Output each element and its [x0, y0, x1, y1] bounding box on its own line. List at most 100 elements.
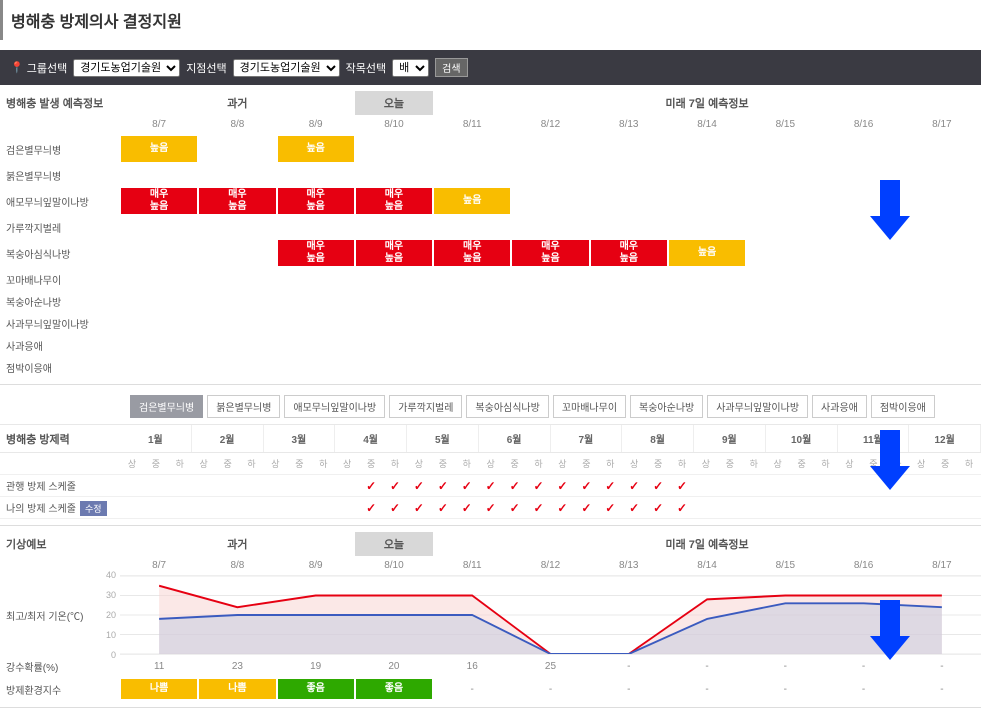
sub-period-cell: 하	[598, 457, 622, 470]
sub-period-cell: 하	[455, 457, 479, 470]
date-cell: 8/10	[355, 115, 433, 134]
crop-select[interactable]: 배	[392, 59, 429, 77]
forecast-cell: 높음	[121, 136, 197, 162]
w-date-cell: 8/8	[198, 556, 276, 575]
w-future-header: 미래 7일 예측정보	[433, 532, 981, 556]
sub-period-cell: 중	[144, 457, 168, 470]
date-cell: 8/17	[903, 115, 981, 134]
temperature-chart	[120, 575, 981, 655]
schedule-cell: ✓	[598, 479, 622, 493]
month-header: 병해충 방제력 1월2월3월4월5월6월7월8월9월10월11월12월	[0, 424, 981, 453]
branch-select[interactable]: 경기도농업기술원	[233, 59, 340, 77]
pest-filter-chip[interactable]: 점박이응애	[871, 395, 935, 418]
month-cell: 2월	[192, 425, 264, 452]
pest-label: 붉은별무늬병	[0, 168, 120, 183]
calendar-section: 검은별무늬병붉은별무늬병애모무늬잎말이나방가루깍지벌레복숭아심식나방꼬마배나무이…	[0, 385, 981, 526]
calendar-title: 병해충 방제력	[0, 431, 120, 447]
month-cell: 1월	[120, 425, 192, 452]
w-past-header: 과거	[120, 532, 355, 556]
schedule-cell: ✓	[407, 479, 431, 493]
schedule-row: 나의 방제 스케줄수정✓✓✓✓✓✓✓✓✓✓✓✓✓✓	[0, 497, 981, 519]
date-cell: 8/12	[511, 115, 589, 134]
env-label: 방제환경지수	[0, 682, 120, 697]
weather-title: 기상예보	[0, 536, 120, 552]
y-tick-label: 40	[92, 570, 116, 580]
sub-period-cell: 상	[120, 457, 144, 470]
schedule-cell: ✓	[383, 501, 407, 515]
schedule-cell: ✓	[455, 479, 479, 493]
precip-cell: 11	[120, 658, 198, 675]
forecast-cell: 높음	[669, 240, 745, 266]
schedule-cell: ✓	[431, 479, 455, 493]
date-cell: 8/15	[746, 115, 824, 134]
env-row: 방제환경지수 나쁨나쁨좋음좋음-------	[0, 677, 981, 701]
sub-period-cell: 상	[766, 457, 790, 470]
date-cell: 8/16	[824, 115, 902, 134]
env-cell: 나쁨	[199, 679, 275, 699]
schedule-cell: ✓	[598, 501, 622, 515]
forecast-cell: 높음	[278, 136, 354, 162]
edit-schedule-button[interactable]: 수정	[80, 501, 107, 516]
precip-cell: 16	[433, 658, 511, 675]
precip-cell: -	[903, 658, 981, 675]
w-date-cell: 8/7	[120, 556, 198, 575]
precip-cell: 20	[355, 658, 433, 675]
schedule-label: 나의 방제 스케줄수정	[0, 500, 120, 516]
precip-cell: 25	[511, 658, 589, 675]
sub-period-cell: 중	[718, 457, 742, 470]
forecast-title: 병해충 발생 예측정보	[0, 95, 120, 111]
pest-filter-chip[interactable]: 검은별무늬병	[130, 395, 203, 418]
forecast-cell: 매우 높음	[591, 240, 667, 266]
env-cell: -	[903, 681, 981, 698]
down-arrow-icon	[870, 600, 910, 660]
pest-label: 애모무늬잎말이나방	[0, 194, 120, 209]
precip-label: 강수확률(%)	[0, 659, 120, 674]
schedule-cell: ✓	[574, 501, 598, 515]
env-cell: -	[668, 681, 746, 698]
pest-filter-chip[interactable]: 붉은별무늬병	[207, 395, 280, 418]
future-header: 미래 7일 예측정보	[433, 91, 981, 115]
sub-period-cell: 상	[909, 457, 933, 470]
schedule-cell: ✓	[383, 479, 407, 493]
sub-period-cell: 하	[527, 457, 551, 470]
month-cell: 12월	[909, 425, 981, 452]
pest-label: 점박이응애	[0, 360, 120, 375]
w-date-cell: 8/17	[903, 556, 981, 575]
date-cell: 8/14	[668, 115, 746, 134]
page-title: 병해충 방제의사 결정지원	[0, 0, 981, 40]
schedule-cell: ✓	[407, 501, 431, 515]
pest-label: 복숭아순나방	[0, 294, 120, 309]
env-cell: 나쁨	[121, 679, 197, 699]
pest-filter-chip[interactable]: 복숭아순나방	[630, 395, 703, 418]
w-date-cell: 8/11	[433, 556, 511, 575]
date-cell: 8/7	[120, 115, 198, 134]
pest-filter-chip[interactable]: 사과무늬잎말이나방	[707, 395, 808, 418]
forecast-cell: 매우 높음	[512, 240, 588, 266]
schedule-cell: ✓	[359, 479, 383, 493]
pest-row: 꼬마배나무이	[0, 268, 981, 290]
w-date-cell: 8/10	[355, 556, 433, 575]
date-cell: 8/13	[590, 115, 668, 134]
pest-filter-chip[interactable]: 사과응애	[812, 395, 867, 418]
forecast-dates: 8/78/88/98/108/118/128/138/148/158/168/1…	[0, 115, 981, 134]
pest-filter-chip[interactable]: 애모무늬잎말이나방	[284, 395, 385, 418]
precip-cell: -	[668, 658, 746, 675]
month-cell: 8월	[622, 425, 694, 452]
sub-period-cell: 중	[646, 457, 670, 470]
schedule-cell: ✓	[479, 479, 503, 493]
schedule-label: 관행 방제 스케줄	[0, 478, 120, 493]
search-button[interactable]: 검색	[435, 58, 467, 77]
pest-filter-chip[interactable]: 꼬마배나무이	[553, 395, 626, 418]
sub-period-cell: 중	[287, 457, 311, 470]
precip-cell: 19	[277, 658, 355, 675]
forecast-section: 병해충 발생 예측정보 과거 오늘 미래 7일 예측정보 8/78/88/98/…	[0, 85, 981, 385]
pest-row: 복숭아심식나방매우 높음매우 높음매우 높음매우 높음매우 높음높음	[0, 238, 981, 268]
precip-cell: -	[824, 658, 902, 675]
pest-row: 점박이응애	[0, 356, 981, 378]
pest-filter-chip[interactable]: 복숭아심식나방	[466, 395, 548, 418]
w-date-cell: 8/12	[511, 556, 589, 575]
month-cell: 5월	[407, 425, 479, 452]
sub-period-cell: 상	[263, 457, 287, 470]
pest-filter-chip[interactable]: 가루깍지벌레	[389, 395, 462, 418]
group-select[interactable]: 경기도농업기술원	[73, 59, 180, 77]
